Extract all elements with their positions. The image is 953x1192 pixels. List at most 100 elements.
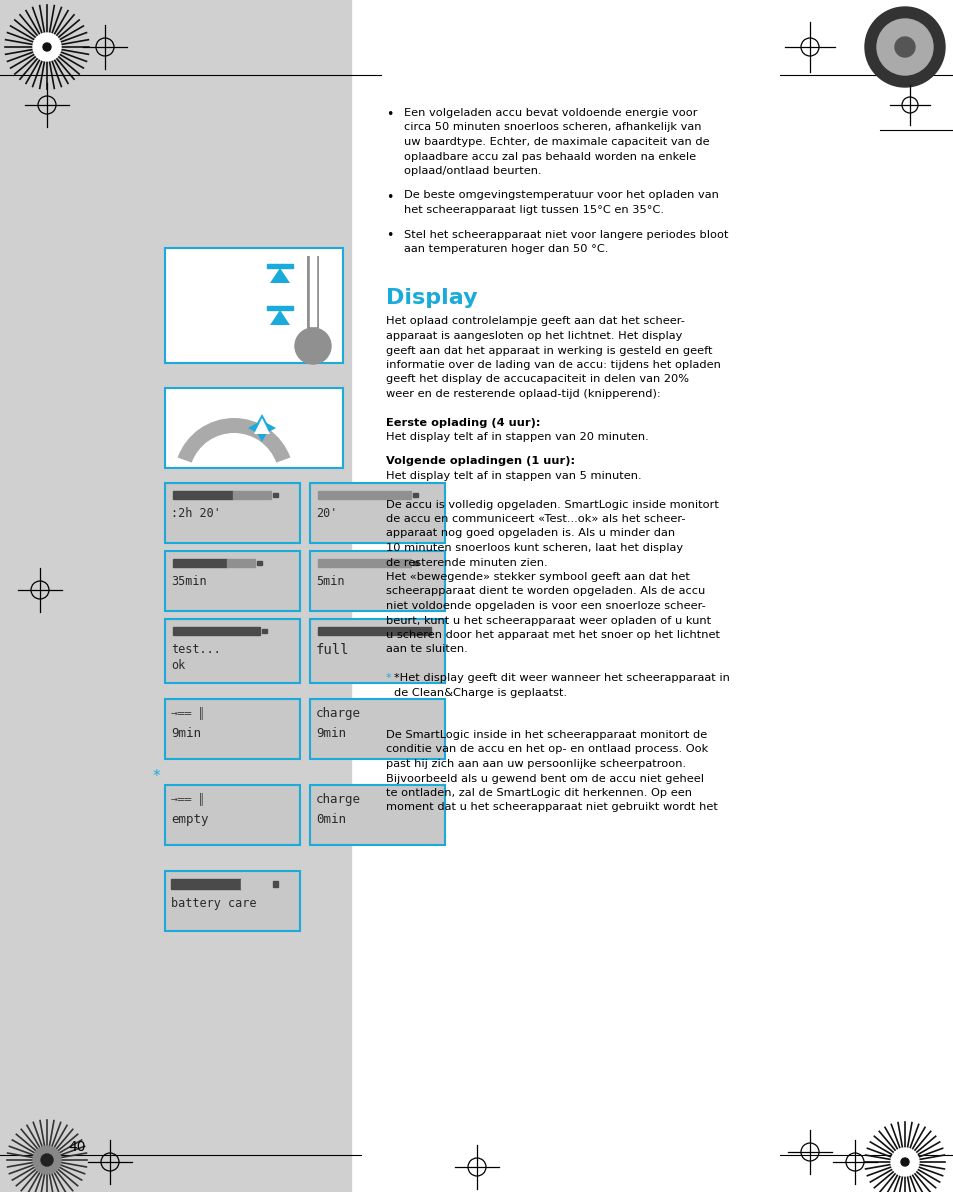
Text: full: full	[315, 642, 349, 657]
Bar	[413, 561, 417, 565]
Polygon shape	[270, 310, 290, 325]
Text: →══ ║: →══ ║	[171, 707, 205, 720]
Text: 20': 20'	[315, 507, 337, 520]
Text: uw baardtype. Echter, de maximale capaciteit van de: uw baardtype. Echter, de maximale capaci…	[404, 137, 709, 147]
Text: 0min: 0min	[315, 813, 346, 826]
Text: Het display telt af in stappen van 5 minuten.: Het display telt af in stappen van 5 min…	[386, 471, 641, 482]
Text: Het display telt af in stappen van 20 minuten.: Het display telt af in stappen van 20 mi…	[386, 432, 648, 442]
Bar	[172, 627, 260, 635]
Bar	[171, 879, 241, 889]
FancyBboxPatch shape	[165, 248, 343, 364]
Text: geeft aan dat het apparaat in werking is gesteld en geeft: geeft aan dat het apparaat in werking is…	[386, 346, 712, 355]
Text: De accu is volledig opgeladen. SmartLogic inside monitort: De accu is volledig opgeladen. SmartLogi…	[386, 499, 719, 509]
Text: apparaat nog goed opgeladen is. Als u minder dan: apparaat nog goed opgeladen is. Als u mi…	[386, 528, 675, 539]
Text: Een volgeladen accu bevat voldoende energie voor: Een volgeladen accu bevat voldoende ener…	[404, 108, 697, 118]
Text: aan te sluiten.: aan te sluiten.	[386, 645, 467, 654]
Text: de Clean&Charge is geplaatst.: de Clean&Charge is geplaatst.	[394, 688, 567, 697]
Text: de resterende minuten zien.: de resterende minuten zien.	[386, 558, 547, 567]
FancyBboxPatch shape	[165, 619, 299, 683]
Bar	[317, 559, 410, 567]
Bar	[267, 263, 293, 268]
Text: conditie van de accu en het op- en ontlaad process. Ook: conditie van de accu en het op- en ontla…	[386, 745, 707, 755]
Bar	[172, 559, 227, 567]
Bar	[262, 629, 267, 633]
Text: Volgende opladingen (1 uur):: Volgende opladingen (1 uur):	[386, 457, 575, 466]
Text: charge: charge	[315, 793, 360, 806]
Text: *Het display geeft dit weer wanneer het scheerapparaat in: *Het display geeft dit weer wanneer het …	[394, 673, 729, 683]
Text: weer en de resterende oplaad-tijd (knipperend):: weer en de resterende oplaad-tijd (knipp…	[386, 389, 660, 399]
Text: Het oplaad controlelampje geeft aan dat het scheer-: Het oplaad controlelampje geeft aan dat …	[386, 317, 684, 327]
Text: De SmartLogic inside in het scheerapparaat monitort de: De SmartLogic inside in het scheerappara…	[386, 730, 706, 740]
Text: Het «bewegende» stekker symbool geeft aan dat het: Het «bewegende» stekker symbool geeft aa…	[386, 572, 689, 582]
Text: circa 50 minuten snoerloos scheren, afhankelijk van: circa 50 minuten snoerloos scheren, afha…	[404, 123, 700, 132]
FancyBboxPatch shape	[310, 483, 444, 544]
Text: het scheerapparaat ligt tussen 15°C en 35°C.: het scheerapparaat ligt tussen 15°C en 3…	[404, 205, 663, 215]
Text: u scheren door het apparaat met het snoer op het lichtnet: u scheren door het apparaat met het snoe…	[386, 631, 720, 640]
Bar	[307, 256, 318, 341]
Bar	[233, 491, 271, 499]
Bar	[273, 881, 277, 887]
Polygon shape	[248, 414, 275, 442]
Text: ok: ok	[171, 659, 185, 672]
Bar	[267, 306, 293, 310]
FancyBboxPatch shape	[165, 871, 299, 931]
Text: empty: empty	[171, 813, 209, 826]
Text: informatie over de lading van de accu: tijdens het opladen: informatie over de lading van de accu: t…	[386, 360, 720, 370]
Circle shape	[876, 19, 932, 75]
Circle shape	[894, 37, 914, 57]
FancyBboxPatch shape	[310, 551, 444, 611]
Bar	[273, 493, 278, 497]
Text: niet voldoende opgeladen is voor een snoerloze scheer-: niet voldoende opgeladen is voor een sno…	[386, 601, 705, 611]
Circle shape	[890, 1148, 918, 1177]
Bar	[317, 491, 410, 499]
Text: 35min: 35min	[171, 575, 207, 588]
FancyBboxPatch shape	[165, 551, 299, 611]
Text: De beste omgevingstemperatuur voor het opladen van: De beste omgevingstemperatuur voor het o…	[404, 191, 719, 200]
FancyBboxPatch shape	[165, 483, 299, 544]
FancyBboxPatch shape	[310, 619, 444, 683]
Text: test...: test...	[171, 642, 221, 656]
Text: •: •	[386, 191, 393, 204]
FancyBboxPatch shape	[165, 786, 299, 845]
Text: Display: Display	[386, 288, 477, 309]
Bar	[0, 0, 351, 1192]
Bar	[413, 493, 417, 497]
Text: 5min: 5min	[315, 575, 344, 588]
Text: Stel het scheerapparaat niet voor langere periodes bloot: Stel het scheerapparaat niet voor langer…	[404, 230, 728, 240]
Bar	[256, 561, 261, 565]
Bar	[310, 256, 315, 325]
Text: +15 C: +15 C	[177, 313, 218, 327]
FancyBboxPatch shape	[310, 786, 444, 845]
Text: oplaad/ontlaad beurten.: oplaad/ontlaad beurten.	[404, 166, 541, 176]
Text: +35 C: +35 C	[177, 272, 218, 285]
FancyBboxPatch shape	[165, 699, 299, 759]
Text: →══ ║: →══ ║	[171, 793, 205, 806]
Text: •: •	[386, 108, 393, 122]
Bar	[317, 627, 431, 635]
FancyBboxPatch shape	[165, 389, 343, 468]
Text: scheerapparaat dient te worden opgeladen. Als de accu: scheerapparaat dient te worden opgeladen…	[386, 586, 704, 596]
Circle shape	[864, 7, 944, 87]
Circle shape	[33, 1146, 61, 1174]
Text: *: *	[152, 769, 160, 784]
Text: 9min: 9min	[171, 727, 201, 740]
Text: oplaadbare accu zal pas behaald worden na enkele: oplaadbare accu zal pas behaald worden n…	[404, 151, 696, 161]
Text: Eerste oplading (4 uur):: Eerste oplading (4 uur):	[386, 417, 540, 428]
Circle shape	[41, 1154, 53, 1166]
Text: de accu en communiceert «Test...ok» als het scheer-: de accu en communiceert «Test...ok» als …	[386, 514, 685, 524]
Text: 9min: 9min	[315, 727, 346, 740]
Wedge shape	[177, 418, 290, 462]
Text: *: *	[386, 673, 392, 683]
Text: •: •	[386, 230, 393, 242]
Text: battery care: battery care	[171, 898, 256, 909]
Text: te ontladen, zal de SmartLogic dit herkennen. Op een: te ontladen, zal de SmartLogic dit herke…	[386, 788, 691, 797]
Text: beurt, kunt u het scheerapparaat weer opladen of u kunt: beurt, kunt u het scheerapparaat weer op…	[386, 615, 710, 626]
Circle shape	[900, 1157, 908, 1166]
Text: charge: charge	[315, 707, 360, 720]
Bar	[227, 559, 254, 567]
Text: geeft het display de accucapaciteit in delen van 20%: geeft het display de accucapaciteit in d…	[386, 374, 688, 385]
Polygon shape	[253, 418, 270, 434]
Text: past hij zich aan aan uw persoonlijke scheerpatroon.: past hij zich aan aan uw persoonlijke sc…	[386, 759, 685, 769]
Circle shape	[294, 328, 331, 364]
Bar	[241, 879, 271, 889]
